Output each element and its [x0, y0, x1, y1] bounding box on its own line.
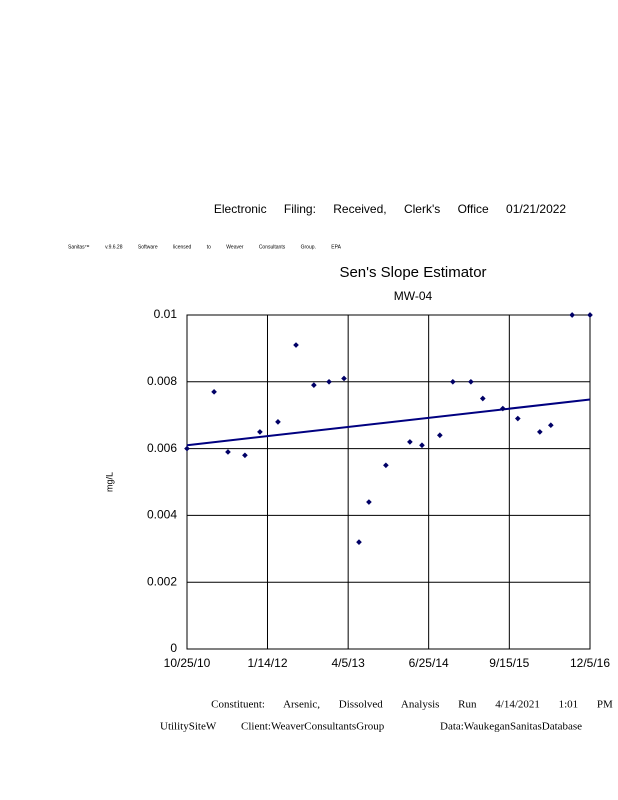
- data-point: [275, 419, 281, 425]
- data-point: [468, 378, 474, 385]
- data-point: [311, 382, 317, 388]
- footer-constituent: Constituent: Arsenic, Dissolved Analysis…: [211, 699, 613, 711]
- data-point: [514, 415, 521, 422]
- data-point: [341, 375, 347, 382]
- footer-client: Client:WeaverConsultantsGroup: [241, 721, 385, 733]
- y-axis-label: mg/L: [104, 472, 114, 492]
- trend-line: [186, 398, 591, 447]
- data-point: [225, 449, 231, 455]
- data-point: [184, 445, 190, 452]
- data-point: [479, 395, 486, 402]
- data-point: [257, 429, 263, 435]
- data-point: [500, 405, 506, 412]
- data-point: [242, 452, 248, 459]
- data-point: [548, 422, 554, 429]
- y-tick-label: 0.002: [147, 574, 177, 588]
- data-point: [356, 539, 362, 545]
- data-point: [211, 388, 217, 395]
- data-point: [326, 378, 332, 385]
- plot-border: [186, 314, 591, 650]
- x-tick-label: 9/15/15: [489, 656, 529, 670]
- data-point: [450, 378, 456, 385]
- data-point: [536, 429, 543, 435]
- data-point: [437, 432, 443, 439]
- y-tick-label: 0.004: [147, 508, 177, 522]
- y-tick-label: 0: [170, 641, 177, 655]
- data-point: [587, 312, 593, 318]
- software-note: Sanitas™ v.9.6.28 Software licensed to W…: [68, 244, 342, 250]
- footer-data: Data:WaukeganSanitasDatabase: [440, 721, 582, 733]
- y-tick-label: 0.008: [147, 374, 177, 388]
- x-tick-label: 6/25/14: [409, 656, 449, 670]
- data-point: [366, 499, 372, 505]
- y-tick-label: 0.006: [147, 441, 177, 455]
- data-point: [569, 312, 575, 318]
- data-point: [419, 442, 425, 449]
- data-point: [407, 439, 413, 445]
- chart-subtitle: MW-04: [394, 289, 433, 303]
- x-tick-label: 4/5/13: [331, 656, 365, 670]
- x-tick-label: 12/5/16: [570, 656, 610, 670]
- x-tick-label: 1/14/12: [247, 656, 287, 670]
- footer-site: UtilitySiteW: [160, 721, 217, 733]
- x-tick-label: 10/25/10: [164, 656, 211, 670]
- data-point: [293, 342, 299, 348]
- chart-title: Sen's Slope Estimator: [339, 264, 486, 281]
- filing-stamp: Electronic Filing: Received, Clerk's Off…: [214, 202, 567, 216]
- y-tick-label: 0.01: [154, 307, 178, 321]
- data-point: [383, 462, 389, 469]
